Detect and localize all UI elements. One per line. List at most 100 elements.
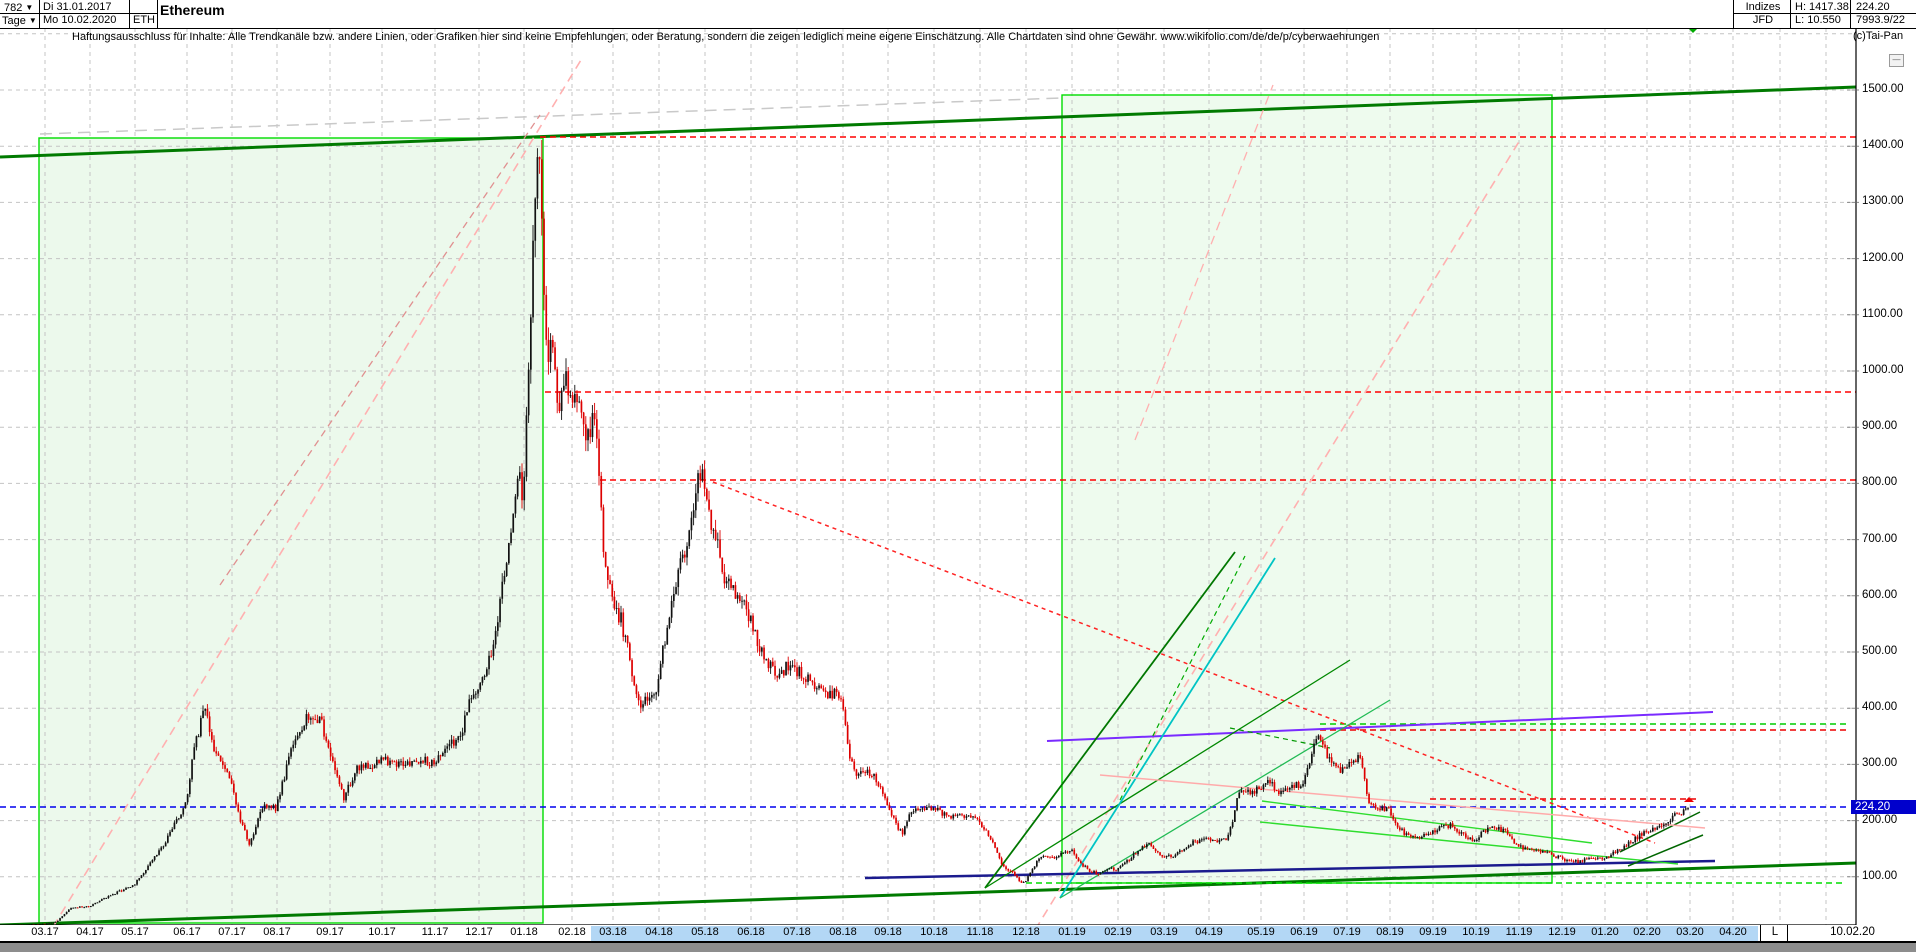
decline-ltgreen-2	[1261, 800, 1593, 844]
date-axis-label: 05.19	[1247, 926, 1275, 938]
price-axis-label: 900.00	[1862, 420, 1898, 433]
parabolic-2017-salmon	[219, 114, 541, 586]
date-axis-label: 04.19	[1195, 926, 1223, 938]
date-axis-label: 09.17	[316, 926, 344, 938]
minichannel-up-1	[1619, 811, 1701, 853]
date-axis-label: 12.19	[1548, 926, 1576, 938]
divider	[129, 0, 130, 28]
channel-bottom-green	[0, 861, 1857, 927]
date-axis-label: 12.18	[1012, 926, 1040, 938]
date-axis-label: 07.18	[783, 926, 811, 938]
date-axis-label: 03.18	[599, 926, 627, 938]
candlesticks	[2, 140, 1689, 926]
price-axis-label: 1100.00	[1862, 307, 1903, 320]
signal-triangle-up	[1684, 797, 1694, 802]
date-axis-label: 03.20	[1676, 926, 1704, 938]
minichannel-up-2	[1627, 834, 1704, 867]
broker-label: JFD	[1752, 14, 1774, 26]
window-edge	[0, 943, 1916, 952]
timeframe-dropdown[interactable]: Tage ▼	[2, 15, 37, 27]
date-axis-label: 06.19	[1290, 926, 1318, 938]
projection-box-2017	[39, 138, 543, 923]
volume-info: 7993.9/22	[1856, 14, 1905, 26]
last-date: 10.02.20	[1830, 926, 1875, 938]
date-axis-label: 04.20	[1719, 926, 1747, 938]
parabolic-2017-pink	[52, 59, 582, 928]
date-axis-label: 06.17	[173, 926, 201, 938]
date-axis-label: 04.17	[76, 926, 104, 938]
date-axis-label: 01.19	[1058, 926, 1086, 938]
last-label: L	[1771, 926, 1779, 938]
copyright-label: (c)Tai-Pan	[1853, 30, 1904, 42]
symbol-label: ETH	[133, 14, 155, 26]
bars-count-dropdown[interactable]: 782 ▼	[4, 2, 34, 14]
price-axis-label: 1500.00	[1862, 83, 1904, 95]
window-border	[0, 941, 1916, 943]
date-axis-label: 04.18	[645, 926, 673, 938]
exchange-label: Indizes	[1745, 1, 1781, 13]
trend-purple	[1046, 711, 1714, 742]
chart-header: 782 ▼ Tage ▼ Di 31.01.2017 Mo 10.02.2020…	[0, 0, 1916, 29]
date-to: Mo 10.02.2020	[43, 14, 117, 26]
current-price-badge: 224.20	[1851, 799, 1916, 814]
divider	[1850, 0, 1851, 28]
signal-markers	[1684, 27, 1699, 802]
date-axis-label: 10.19	[1462, 926, 1490, 938]
chevron-down-icon: ▼	[28, 16, 37, 25]
resist-late19-pink	[1099, 774, 1706, 829]
date-axis-label: 08.18	[829, 926, 857, 938]
minimize-icon[interactable]: —	[1889, 54, 1904, 67]
divider	[1733, 0, 1734, 28]
fan-green-2	[984, 659, 1351, 889]
date-axis-label: 09.18	[874, 926, 902, 938]
date-axis-label: 11.17	[421, 926, 449, 938]
period-low: L: 10.550	[1795, 14, 1841, 26]
divider	[157, 0, 158, 28]
price-axis-label: 1400.00	[1862, 139, 1904, 152]
downtrend-2018-red	[712, 481, 1656, 844]
date-axis-label: 01.20	[1591, 926, 1619, 938]
price-axis-label: 1300.00	[1862, 195, 1904, 208]
date-axis-label: 07.17	[218, 926, 246, 938]
projection-box-2019	[1062, 95, 1552, 883]
price-axis-label: 1200.00	[1862, 251, 1904, 264]
date-axis-label: 05.18	[691, 926, 719, 938]
price-axis-label: 600.00	[1862, 588, 1898, 601]
date-axis-label: 09.19	[1419, 926, 1447, 938]
date-axis-label: 02.18	[558, 926, 586, 938]
channel-top-green	[0, 85, 1857, 159]
chevron-down-icon: ▼	[25, 3, 34, 12]
date-axis-label: 11.18	[966, 926, 994, 938]
date-range-highlight[interactable]	[591, 926, 1758, 941]
divider	[39, 0, 40, 28]
date-axis-label: 07.19	[1333, 926, 1361, 938]
date-axis-label: 10.18	[920, 926, 948, 938]
divider	[1760, 925, 1761, 941]
divider	[1787, 925, 1788, 941]
price-axis-label: 400.00	[1862, 701, 1898, 714]
gridlines	[0, 28, 1856, 925]
date-axis-label: 10.17	[368, 926, 396, 938]
projection-box-2017-border	[38, 137, 544, 924]
price-axis-label: 200.00	[1862, 813, 1898, 826]
price-axis-label: 700.00	[1862, 532, 1898, 545]
old-channel-grey	[39, 97, 1063, 135]
date-from: Di 31.01.2017	[43, 1, 112, 13]
projection-2019-pink	[1034, 139, 1521, 931]
date-axis-label: 11.19	[1505, 926, 1533, 938]
date-axis-label: 02.20	[1633, 926, 1661, 938]
fan-green-dashed	[1119, 555, 1246, 801]
date-axis-label: 06.18	[737, 926, 765, 938]
date-axis-label: 03.17	[31, 926, 59, 938]
date-axis-label: 01.18	[510, 926, 538, 938]
fan-green-3	[1059, 699, 1391, 899]
fan-green-1	[984, 551, 1236, 889]
price-axis-label: 1000.00	[1862, 364, 1904, 376]
divider	[1733, 13, 1916, 14]
price-axis-label: 100.00	[1862, 869, 1898, 882]
disclaimer-text: Haftungsausschluss für Inhalte: Alle Tre…	[72, 31, 1380, 43]
fan-cyan	[1059, 557, 1276, 899]
date-axis-label: 05.17	[121, 926, 149, 938]
divider	[1790, 0, 1791, 28]
